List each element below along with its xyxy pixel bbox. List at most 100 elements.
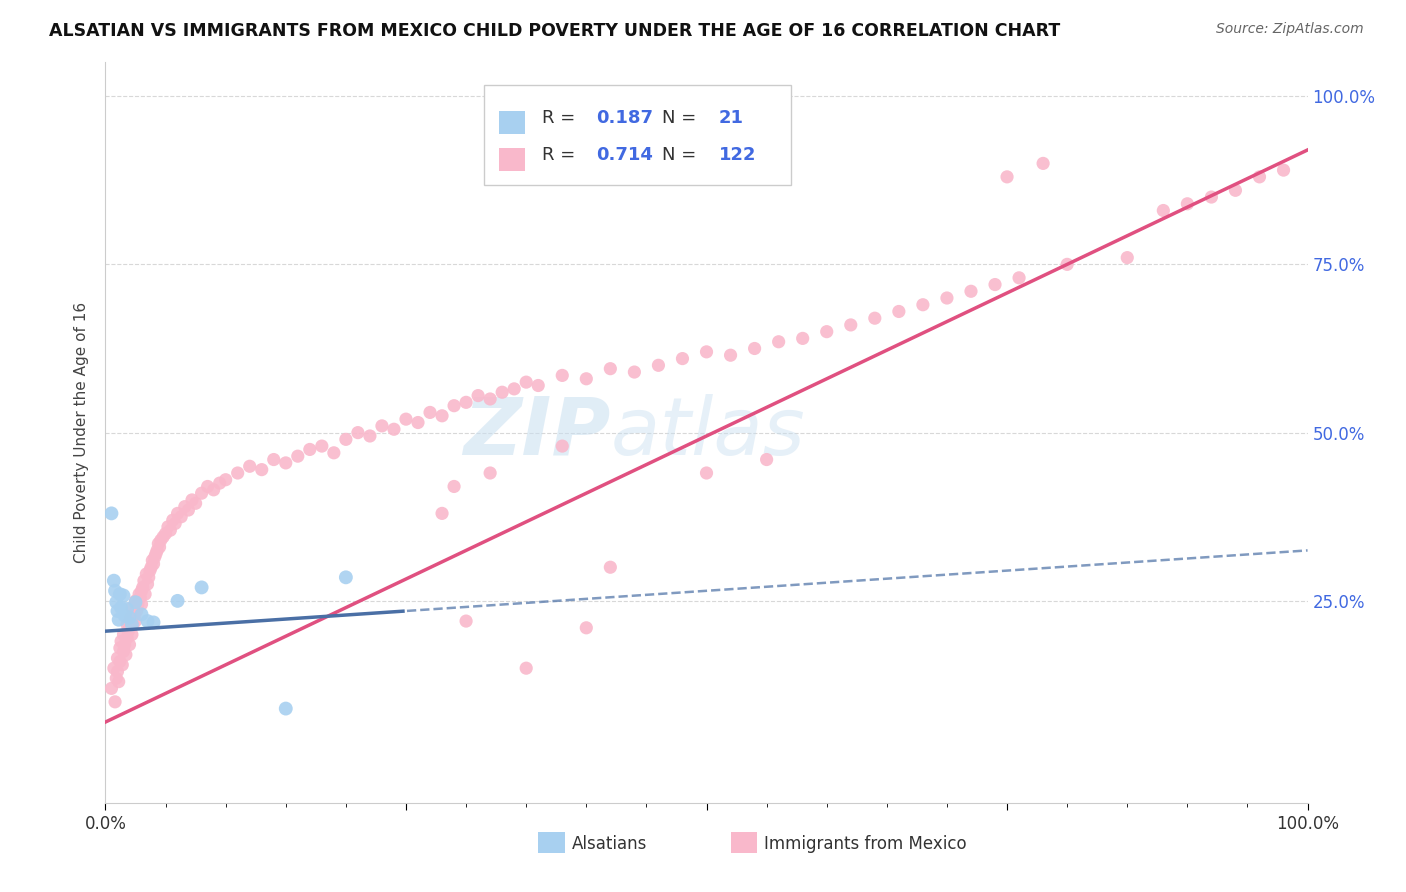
Point (454, 395, 477, 409)
Point (145, 547, 167, 561)
Point (359, 429, 381, 443)
Point (107, 651, 129, 665)
Point (131, 583, 153, 598)
Point (395, 412, 418, 426)
Point (170, 509, 193, 524)
Point (166, 594, 188, 608)
Point (515, 375, 537, 389)
Point (443, 399, 465, 413)
Point (839, 318, 862, 332)
Point (129, 591, 152, 605)
Point (1175, 196, 1198, 211)
Point (111, 657, 134, 672)
Point (104, 695, 127, 709)
Point (148, 540, 170, 554)
Point (152, 530, 174, 544)
Point (503, 382, 526, 396)
Point (311, 439, 333, 453)
Bar (499, 112, 524, 135)
Point (121, 617, 143, 632)
Text: N =: N = (662, 109, 696, 127)
Point (696, 466, 718, 480)
Point (744, 342, 766, 356)
Point (156, 520, 179, 534)
Point (110, 634, 132, 648)
Point (960, 285, 983, 299)
Point (173, 500, 195, 514)
Point (382, 422, 405, 436)
Text: R =: R = (541, 146, 581, 164)
Point (430, 409, 453, 423)
Text: 0.714: 0.714 (596, 146, 652, 164)
Point (108, 655, 131, 669)
Point (114, 608, 136, 623)
Point (287, 449, 309, 463)
Point (100, 507, 122, 521)
Point (165, 516, 187, 531)
Point (112, 627, 135, 641)
Point (115, 648, 138, 662)
Bar (731, 832, 756, 853)
Point (479, 466, 502, 480)
Point (132, 581, 155, 595)
Point (148, 537, 170, 551)
Point (132, 574, 155, 588)
Point (197, 479, 219, 493)
Point (1249, 169, 1271, 184)
Point (887, 304, 910, 318)
Point (479, 392, 502, 406)
Text: N =: N = (662, 146, 696, 164)
Text: atlas: atlas (610, 393, 806, 472)
Point (911, 298, 934, 312)
Point (322, 446, 344, 460)
Point (120, 611, 142, 625)
Point (121, 600, 143, 615)
Point (115, 602, 138, 616)
Point (131, 597, 153, 611)
Text: ZIP: ZIP (463, 393, 610, 472)
Point (491, 385, 513, 400)
Point (107, 604, 129, 618)
Point (115, 631, 138, 645)
Point (792, 331, 814, 345)
Point (623, 365, 645, 379)
Point (575, 372, 598, 386)
Point (134, 587, 156, 601)
Point (121, 627, 143, 641)
Point (118, 621, 141, 635)
Point (118, 611, 141, 625)
Point (298, 442, 321, 457)
Point (1152, 203, 1174, 218)
Point (100, 681, 122, 696)
Point (131, 607, 153, 622)
Point (112, 644, 135, 658)
Point (467, 389, 489, 403)
Point (136, 614, 159, 628)
Point (128, 587, 150, 601)
Point (1056, 257, 1078, 271)
Point (142, 615, 165, 630)
Point (647, 359, 669, 373)
Point (371, 418, 394, 433)
Point (103, 574, 125, 588)
Point (124, 594, 146, 608)
Point (125, 604, 148, 618)
Point (112, 589, 135, 603)
Point (984, 277, 1007, 292)
Point (575, 621, 598, 635)
Point (166, 507, 188, 521)
Point (274, 701, 297, 715)
Point (599, 560, 621, 574)
Point (202, 483, 225, 497)
Point (335, 433, 357, 447)
Point (208, 476, 231, 491)
Point (124, 595, 146, 609)
Point (139, 564, 162, 578)
Point (104, 583, 127, 598)
Point (755, 452, 778, 467)
Point (515, 661, 537, 675)
Point (108, 587, 131, 601)
Point (155, 526, 177, 541)
Point (143, 550, 166, 565)
Point (115, 617, 138, 632)
